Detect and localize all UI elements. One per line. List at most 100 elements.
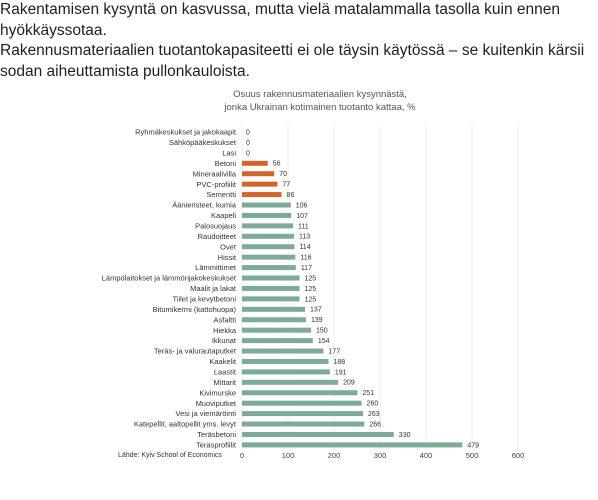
- bar: [242, 431, 394, 437]
- category-label: Kaakelit: [209, 357, 237, 366]
- value-label: 330: [399, 432, 411, 439]
- chart-source: Lähde: Kyiv School of Economics: [118, 452, 222, 459]
- bar: [242, 296, 300, 302]
- value-label: 125: [305, 286, 317, 293]
- grid-lines: [241, 126, 519, 451]
- value-label: 251: [362, 390, 374, 397]
- value-label: 107: [296, 213, 308, 220]
- value-label: 139: [311, 317, 323, 324]
- value-label: 0: [246, 140, 250, 147]
- bar: [242, 285, 300, 291]
- bar: [242, 421, 365, 427]
- bar: [242, 171, 275, 177]
- chart-title-line-2: jonka Ukrainan kotimainen tuotanto katta…: [223, 102, 416, 113]
- category-label: Kivimurske: [199, 388, 236, 397]
- category-label: Ryhmäkeskukset ja jakokaapit: [135, 128, 237, 137]
- bar: [242, 442, 463, 448]
- category-label: PVC-profiilit: [196, 180, 237, 189]
- bar: [242, 265, 296, 271]
- category-label: Tiilet ja kevytbetoni: [172, 294, 236, 303]
- value-label: 266: [369, 421, 381, 428]
- x-tick-label-0: 0: [240, 451, 244, 460]
- intro-text: Rakentamisen kysyntä on kasvussa, mutta …: [0, 0, 598, 82]
- value-label: 263: [368, 411, 380, 418]
- category-label: Lämmittimet: [195, 263, 237, 272]
- category-label: Teräsbetoni: [197, 430, 236, 439]
- category-label: Katepellit, aaltopellit yms. levyt: [134, 420, 237, 429]
- intro-line-2: Rakennusmateriaalien tuotantokapasiteett…: [0, 42, 585, 80]
- value-label: 0: [246, 150, 250, 157]
- bar: [242, 327, 311, 333]
- value-label: 111: [298, 223, 309, 230]
- category-label: Asfaltti: [213, 315, 236, 324]
- value-label: 56: [273, 161, 281, 168]
- category-label: Laastit: [214, 367, 237, 376]
- category-label: Sementti: [206, 190, 236, 199]
- category-label: Teräs- ja valurautaputket: [154, 347, 237, 356]
- category-label: Maalit ja lakat: [190, 284, 237, 293]
- category-label: Teräsprofiilit: [196, 441, 237, 450]
- value-label: 191: [335, 369, 347, 376]
- x-tick-label-6: 600: [512, 451, 525, 460]
- x-tick-label-5: 500: [466, 451, 479, 460]
- bar: [242, 254, 296, 260]
- bar: [242, 202, 291, 208]
- bar: [242, 160, 268, 166]
- value-label: 154: [318, 338, 330, 345]
- value-label: 114: [299, 244, 310, 251]
- bar: [242, 244, 295, 250]
- bars: Ryhmäkeskukset ja jakokaapit 0 Sähköpääkes…: [102, 128, 479, 450]
- x-tick-label-4: 400: [420, 451, 433, 460]
- bar: [242, 400, 362, 406]
- value-label: 150: [316, 328, 328, 335]
- chart-title-line-1: Osuus rakennusmateriaalien kysynnästä,: [233, 89, 407, 100]
- category-label: Äänieristeet, kumia: [172, 201, 237, 210]
- category-label: Palosuojaus: [195, 221, 236, 230]
- bar: [242, 212, 292, 218]
- value-label: 125: [305, 275, 317, 282]
- value-label: 70: [279, 171, 287, 178]
- category-label: Hiekka: [213, 326, 237, 335]
- value-label: 77: [282, 182, 290, 189]
- bar: [242, 223, 294, 229]
- bar: [242, 233, 294, 239]
- category-label: Kaapeli: [211, 211, 236, 220]
- value-label: 86: [287, 192, 295, 199]
- category-label: Bitumikermi (kattohuopa): [153, 305, 237, 314]
- value-label: 137: [310, 307, 322, 314]
- value-label: 117: [301, 265, 312, 272]
- category-label: Vesi ja viemäröinti: [176, 409, 237, 418]
- value-label: 116: [300, 255, 311, 262]
- category-label: Mittarit: [214, 378, 237, 387]
- x-tick-label-2: 200: [328, 451, 341, 460]
- category-label: Raudoitteet: [198, 232, 237, 241]
- value-label: 113: [299, 234, 310, 241]
- bar: [242, 317, 306, 323]
- category-label: Ikkunat: [212, 336, 237, 345]
- bar: [242, 306, 306, 312]
- x-tick-label-3: 300: [374, 451, 387, 460]
- value-label: 125: [305, 296, 317, 303]
- intro-line-1: Rakentamisen kysyntä on kasvussa, mutta …: [0, 1, 560, 39]
- category-label: Lämpölaitokset ja lämmönjakokeskukset: [102, 274, 237, 283]
- category-label: Betoni: [215, 159, 237, 168]
- x-tick-label-1: 100: [282, 451, 295, 460]
- value-label: 0: [246, 129, 250, 136]
- bar: [242, 275, 300, 281]
- value-label: 188: [333, 359, 345, 366]
- category-label: Muoviputket: [196, 399, 237, 408]
- bar: [242, 379, 339, 385]
- value-label: 209: [343, 380, 355, 387]
- bar: [242, 192, 282, 198]
- x-axis-ticks: 0 100 200 300 400 500 600: [240, 451, 524, 460]
- category-label: Hissit: [218, 253, 237, 262]
- category-label: Lasi: [222, 148, 236, 157]
- bar: [242, 411, 363, 417]
- value-label: 479: [467, 442, 479, 449]
- category-label: Mineraalivilla: [193, 169, 237, 178]
- value-label: 177: [328, 348, 340, 355]
- value-label: 260: [367, 401, 379, 408]
- category-label: Ovet: [220, 242, 237, 251]
- bar: [242, 348, 324, 354]
